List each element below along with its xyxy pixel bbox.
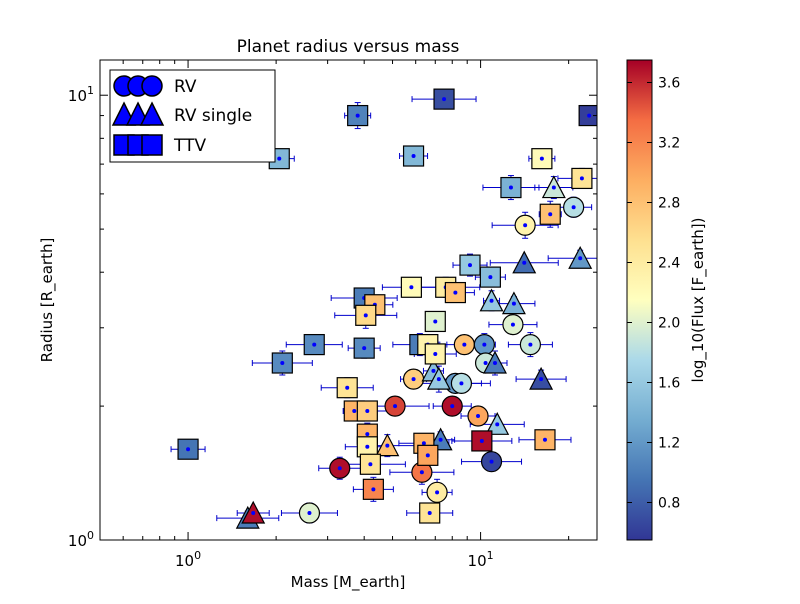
point-center-dot: [307, 511, 312, 516]
point-center-dot: [368, 462, 373, 467]
x-tick-label: 101: [468, 549, 494, 570]
point-center-dot: [483, 361, 488, 366]
colorbar-tick-label: 3.2: [658, 136, 680, 152]
point-center-dot: [365, 444, 370, 449]
colorbar-tick-label: 2.0: [658, 316, 680, 332]
point-center-dot: [352, 408, 357, 413]
point-center-dot: [578, 256, 583, 261]
point-center-dot: [411, 377, 416, 382]
point-center-dot: [438, 437, 443, 442]
point-center-dot: [522, 260, 527, 265]
point-center-dot: [365, 432, 370, 437]
point-center-dot: [362, 346, 367, 351]
point-center-dot: [551, 185, 556, 190]
y-axis-label: Radius [R_earth]: [38, 238, 57, 363]
colorbar-tick-label: 2.4: [658, 256, 680, 272]
point-center-dot: [425, 453, 430, 458]
point-center-dot: [579, 176, 584, 181]
x-tick-label: 100: [175, 549, 201, 570]
plot-frame: [99, 59, 598, 541]
colorbar: 0.8 1.2 1.6 2.0 2.4 2.8 3.2 3.6 log_10(Flux [F_…: [626, 59, 708, 541]
chart-title: Planet radius versus mass: [237, 37, 460, 57]
point-center-dot: [587, 113, 592, 118]
point-center-dot: [528, 342, 533, 347]
point-center-dot: [385, 443, 390, 448]
point-center-dot: [488, 275, 493, 280]
point-center-dot: [479, 438, 484, 443]
point-center-dot: [489, 459, 494, 464]
point-center-dot: [508, 185, 513, 190]
point-center-dot: [363, 313, 368, 318]
point-center-dot: [280, 361, 285, 366]
point-center-dot: [453, 290, 458, 295]
point-center-dot: [277, 156, 282, 161]
point-center-dot: [345, 385, 350, 390]
point-center-dot: [482, 342, 487, 347]
point-center-dot: [510, 322, 515, 327]
point-center-dot: [355, 113, 360, 118]
point-center-dot: [523, 223, 528, 228]
point-center-dot: [409, 285, 414, 290]
point-center-dot: [186, 447, 191, 452]
legend-marker-rv-single: [111, 101, 165, 126]
legend-label-rv: RV: [174, 77, 197, 97]
point-center-dot: [419, 470, 424, 475]
point-center-dot: [427, 511, 432, 516]
point-center-dot: [312, 342, 317, 347]
point-center-dot: [436, 377, 441, 382]
point-center-dot: [489, 298, 494, 303]
point-center-dot: [548, 212, 553, 217]
legend: RV RV single TTV: [109, 69, 276, 163]
legend-label-ttv: TTV: [173, 136, 206, 156]
point-center-dot: [251, 511, 256, 516]
point-center-dot: [462, 342, 467, 347]
point-center-dot: [450, 404, 455, 409]
colorbar-tick-label: 1.6: [658, 376, 680, 392]
colorbar-tick-label: 3.6: [658, 76, 680, 92]
point-center-dot: [431, 368, 436, 373]
colorbar-ticks: 0.8 1.2 1.6 2.0 2.4 2.8 3.2 3.6: [627, 76, 680, 512]
point-center-dot: [539, 377, 544, 382]
point-center-dot: [571, 205, 576, 210]
point-center-dot: [476, 414, 481, 419]
data-markers: [177, 88, 597, 529]
point-center-dot: [365, 408, 370, 413]
y-tick-label: 100: [68, 529, 94, 550]
colorbar-tick-label: 1.2: [658, 436, 680, 452]
legend-marker-rv: [113, 75, 163, 97]
colorbar-gradient: [626, 59, 653, 541]
point-center-dot: [433, 319, 438, 324]
point-center-dot: [435, 490, 440, 495]
point-center-dot: [492, 361, 497, 366]
point-center-dot: [539, 156, 544, 161]
point-center-dot: [542, 437, 547, 442]
x-axis-label: Mass [M_earth]: [291, 573, 406, 592]
colorbar-tick-label: 2.8: [658, 196, 680, 212]
point-center-dot: [442, 97, 447, 102]
colorbar-tick-label: 0.8: [658, 496, 680, 512]
point-center-dot: [371, 487, 376, 492]
point-center-dot: [421, 441, 426, 446]
point-center-dot: [337, 466, 342, 471]
point-center-dot: [459, 381, 464, 386]
point-center-dot: [411, 154, 416, 159]
point-center-dot: [511, 301, 516, 306]
y-tick-label: 101: [68, 84, 94, 105]
point-center-dot: [467, 263, 472, 268]
point-center-dot: [393, 404, 398, 409]
legend-label-rv-single: RV single: [174, 106, 252, 126]
colorbar-label: log_10(Flux [F_earth]): [689, 218, 708, 383]
point-center-dot: [433, 351, 438, 356]
legend-marker-ttv: [113, 134, 163, 156]
point-center-dot: [495, 422, 500, 427]
